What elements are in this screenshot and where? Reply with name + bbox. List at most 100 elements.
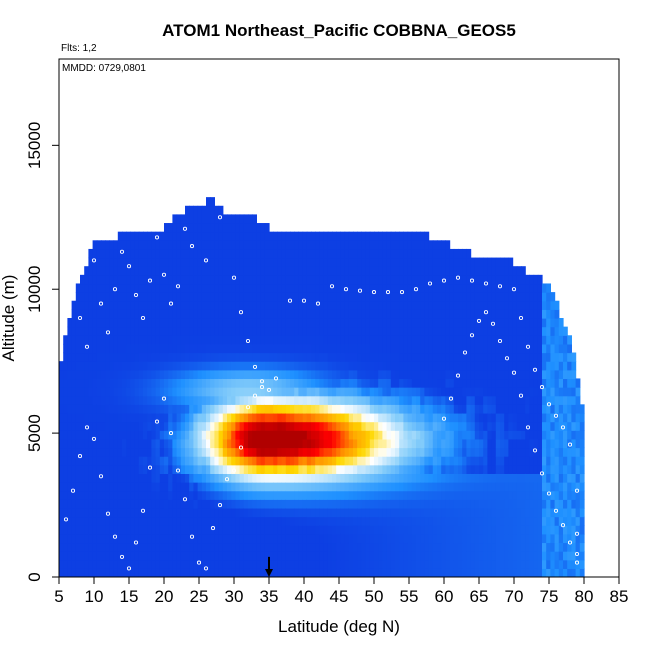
heatmap-cell bbox=[126, 300, 131, 310]
heatmap-cell bbox=[180, 516, 186, 526]
heatmap-cell bbox=[248, 533, 253, 544]
heatmap-cell bbox=[218, 482, 224, 492]
heatmap-cell bbox=[575, 438, 581, 449]
heatmap-cell bbox=[546, 525, 551, 535]
heatmap-cell bbox=[403, 412, 409, 423]
heatmap-cell bbox=[168, 292, 173, 302]
heatmap-cell bbox=[416, 352, 421, 362]
heatmap-cell bbox=[374, 300, 379, 310]
heatmap-cell bbox=[403, 490, 409, 500]
heatmap-cell bbox=[134, 490, 140, 500]
heatmap-cell bbox=[277, 464, 283, 474]
heatmap-cell bbox=[571, 352, 577, 362]
heatmap-cell bbox=[336, 568, 341, 577]
heatmap-cell bbox=[256, 343, 262, 354]
heatmap-cell bbox=[432, 248, 438, 259]
heatmap-cell bbox=[206, 559, 211, 569]
heatmap-cell bbox=[319, 447, 325, 457]
heatmap-cell bbox=[155, 240, 161, 250]
heatmap-cell bbox=[428, 300, 434, 310]
heatmap-cell bbox=[579, 525, 585, 535]
flight-track-point bbox=[154, 419, 160, 424]
heatmap-cell bbox=[176, 430, 182, 440]
heatmap-cell bbox=[529, 499, 535, 509]
heatmap-cell bbox=[59, 568, 64, 577]
heatmap-cell bbox=[542, 378, 547, 388]
heatmap-cell bbox=[155, 464, 161, 474]
heatmap-cell bbox=[143, 551, 148, 561]
heatmap-cell bbox=[369, 525, 375, 535]
heatmap-cell bbox=[407, 309, 413, 319]
heatmap-cell bbox=[508, 542, 514, 552]
heatmap-cell bbox=[504, 300, 509, 310]
heatmap-cell bbox=[80, 369, 85, 380]
heatmap-cell bbox=[357, 309, 362, 319]
heatmap-cell bbox=[243, 430, 249, 440]
heatmap-cell bbox=[462, 387, 467, 397]
heatmap-cell bbox=[449, 559, 455, 569]
heatmap-cell bbox=[189, 378, 194, 388]
heatmap-cell bbox=[311, 430, 316, 440]
heatmap-cell bbox=[416, 274, 421, 285]
heatmap-cell bbox=[311, 283, 316, 293]
heatmap-cell bbox=[189, 499, 194, 509]
heatmap-cell bbox=[92, 352, 98, 362]
heatmap-cell bbox=[441, 533, 446, 544]
heatmap-cell bbox=[470, 473, 476, 483]
heatmap-cell bbox=[332, 248, 337, 259]
heatmap-cell bbox=[306, 369, 312, 380]
heatmap-cell bbox=[462, 559, 467, 569]
heatmap-cell bbox=[495, 292, 501, 302]
flight-track-point bbox=[70, 488, 76, 493]
heatmap-cell bbox=[458, 283, 463, 293]
heatmap-cell bbox=[281, 387, 287, 397]
heatmap-cell bbox=[361, 456, 367, 466]
heatmap-cell bbox=[311, 568, 316, 577]
heatmap-cell bbox=[80, 326, 85, 336]
heatmap-cell bbox=[437, 516, 442, 526]
heatmap-cell bbox=[411, 326, 417, 336]
heatmap-cell bbox=[214, 387, 220, 397]
flight-track-point bbox=[168, 301, 174, 306]
heatmap-cell bbox=[533, 309, 539, 319]
heatmap-cell bbox=[546, 499, 551, 509]
heatmap-cell bbox=[117, 248, 123, 259]
heatmap-cell bbox=[59, 395, 64, 405]
heatmap-cell bbox=[348, 274, 354, 285]
heatmap-cell bbox=[348, 387, 354, 397]
heatmap-cell bbox=[117, 421, 123, 431]
heatmap-cell bbox=[445, 248, 451, 259]
heatmap-cell bbox=[84, 352, 89, 362]
heatmap-cell bbox=[201, 499, 207, 509]
heatmap-cell bbox=[466, 430, 472, 440]
heatmap-cell bbox=[285, 231, 291, 241]
heatmap-cell bbox=[403, 542, 409, 552]
heatmap-cell bbox=[445, 343, 451, 354]
heatmap-cell bbox=[122, 231, 127, 241]
heatmap-cell bbox=[256, 525, 262, 535]
flight-track-point bbox=[553, 413, 559, 418]
heatmap-cell bbox=[159, 430, 165, 440]
heatmap-cell bbox=[264, 533, 270, 544]
heatmap-cell bbox=[285, 559, 291, 569]
heatmap-cell bbox=[168, 335, 173, 345]
heatmap-cell bbox=[193, 473, 199, 483]
heatmap-cell bbox=[327, 447, 333, 457]
heatmap-cell bbox=[525, 318, 530, 328]
flight-track-point bbox=[546, 402, 552, 407]
heatmap-cell bbox=[210, 568, 215, 577]
heatmap-cell bbox=[290, 352, 295, 362]
heatmap-cell bbox=[474, 257, 480, 267]
heatmap-cell bbox=[96, 525, 102, 535]
heatmap-cell bbox=[172, 318, 178, 328]
heatmap-cell bbox=[567, 447, 572, 457]
heatmap-cell bbox=[298, 378, 304, 388]
heatmap-cell bbox=[67, 447, 73, 457]
heatmap-cell bbox=[550, 421, 556, 431]
heatmap-cell bbox=[542, 387, 547, 397]
heatmap-cell bbox=[239, 223, 245, 233]
heatmap-cell bbox=[143, 542, 148, 552]
heatmap-cell bbox=[441, 326, 446, 336]
heatmap-cell bbox=[101, 248, 106, 259]
